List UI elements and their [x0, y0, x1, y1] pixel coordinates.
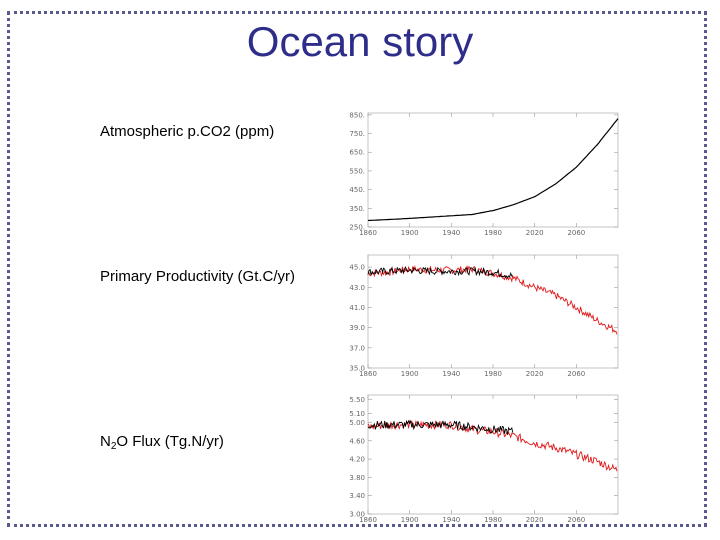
- n2o-series-historical: [367, 419, 514, 435]
- n2o-ytick-label: 4.20: [349, 456, 365, 464]
- n2o-ytick-label: 5.50: [349, 396, 365, 404]
- pco2-xtick-label: 1900: [401, 229, 419, 237]
- pp-xtick-label: 2020: [526, 370, 544, 378]
- slide-title: Ocean story: [246, 18, 474, 65]
- pco2-ytick-label: 450.: [349, 186, 365, 194]
- n2o-ytick-label: 3.80: [349, 474, 365, 482]
- pp-series-historical: [367, 266, 513, 279]
- n2o-label-main: N: [100, 433, 111, 450]
- n2o-xtick-label: 2020: [526, 516, 544, 524]
- n2o-ytick-label: 3.40: [349, 492, 365, 500]
- pco2-xtick-label: 2020: [526, 229, 544, 237]
- pp-ytick-label: 37.0: [349, 344, 365, 352]
- n2o-ytick-label: 5.00: [349, 419, 365, 427]
- pco2-xtick-label: 1860: [359, 229, 377, 237]
- pp-xtick-label: 1900: [401, 370, 419, 378]
- n2o-plot-frame: [367, 394, 619, 515]
- pp-ytick-label: 35.0: [349, 365, 365, 373]
- pco2-ytick-label: 650.: [349, 149, 365, 157]
- n2o-xtick-label: 1860: [359, 516, 377, 524]
- n2o-label-subscript: 2: [110, 441, 117, 452]
- pco2-xtick-label: 1980: [484, 229, 502, 237]
- pp-plot-frame: [367, 254, 619, 369]
- pco2-series-historical: [367, 118, 619, 222]
- pp-xtick-label: 2060: [567, 370, 585, 378]
- n2o-label-rest: O Flux (Tg.N/yr): [116, 433, 224, 450]
- pco2-plot-frame: [367, 112, 619, 228]
- pco2-ytick-label: 350.: [349, 205, 365, 213]
- pp-xtick-label: 1860: [359, 370, 377, 378]
- pco2-ytick-label: 750.: [349, 130, 365, 138]
- n2o-xtick-label: 1980: [484, 516, 502, 524]
- primary-productivity-label: Primary Productivity (Gt.C/yr): [100, 268, 296, 285]
- pp-ytick-label: 43.0: [349, 284, 365, 292]
- n2o-ytick-label: 4.60: [349, 437, 365, 445]
- pco2-label: Atmospheric p.CO2 (ppm): [100, 123, 275, 140]
- slide-border: [7, 11, 707, 527]
- pco2-ytick-label: 550.: [349, 167, 365, 175]
- n2o-ytick-label: 3.00: [349, 511, 365, 519]
- pp-xtick-label: 1980: [484, 370, 502, 378]
- n2o-xtick-label: 1900: [401, 516, 419, 524]
- n2o-xtick-label: 2060: [567, 516, 585, 524]
- n2o-ytick-label: 5.10: [349, 410, 365, 418]
- pco2-ytick-label: 250.: [349, 224, 365, 232]
- n2o-series-projection: [367, 419, 618, 472]
- pco2-ytick-label: 850.: [349, 111, 365, 119]
- pp-ytick-label: 45.0: [349, 264, 365, 272]
- pp-xtick-label: 1940: [442, 370, 460, 378]
- pp-series-projection: [367, 265, 618, 335]
- pp-ytick-label: 39.0: [349, 324, 365, 332]
- pco2-chart: 850. 750. 650. 550. 450. 350. 250.1860 1900 1940…: [349, 111, 619, 237]
- pco2-xtick-label: 1940: [442, 229, 460, 237]
- pp-ytick-label: 41.0: [349, 304, 365, 312]
- pco2-xtick-label: 2060: [567, 229, 585, 237]
- n2o-flux-label: N2O Flux (Tg.N/yr): [100, 433, 224, 452]
- n2o-xtick-label: 1940: [442, 516, 460, 524]
